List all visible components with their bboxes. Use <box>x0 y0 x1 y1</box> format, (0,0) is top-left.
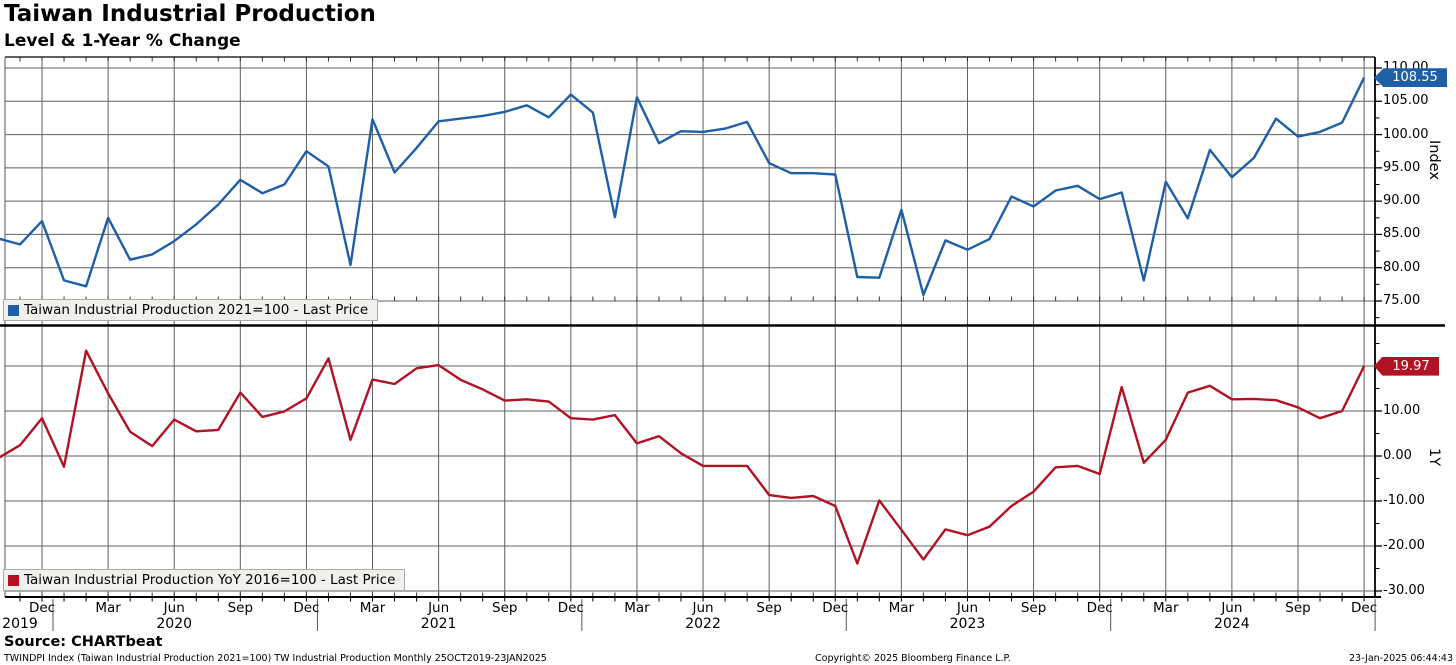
source-label: Source: CHARTbeat <box>4 634 163 650</box>
yoy-series-line <box>0 349 1366 565</box>
x-axis-label: Jun <box>428 600 450 616</box>
x-axis-label: Dec <box>557 600 584 616</box>
page-subtitle: Level & 1-Year % Change <box>4 31 241 51</box>
x-axis-label: Mar <box>624 600 650 616</box>
legend-swatch-red-icon <box>8 574 19 586</box>
legend-swatch-blue-icon <box>8 304 19 316</box>
x-axis-label: Sep <box>1020 600 1047 616</box>
y-axis-label: 95.00 <box>1383 159 1421 175</box>
x-axis-year-label: 2021 <box>420 616 457 632</box>
y-axis-label: 100.00 <box>1383 126 1429 142</box>
y-axis-label: 0.00 <box>1383 448 1412 463</box>
x-axis-label: Mar <box>95 600 121 616</box>
y-axis-label: -20.00 <box>1383 538 1425 553</box>
x-axis-label: Jun <box>692 600 714 616</box>
x-axis-label: Jun <box>163 600 185 616</box>
y-axis-label: 10.00 <box>1383 403 1421 418</box>
x-axis-label: Sep <box>227 600 254 616</box>
legend-index-label: Taiwan Industrial Production 2021=100 - … <box>24 302 369 318</box>
legend-yoy-label: Taiwan Industrial Production YoY 2016=10… <box>24 572 396 588</box>
legend-yoy: Taiwan Industrial Production YoY 2016=10… <box>3 569 406 591</box>
y-axis-label: -10.00 <box>1383 493 1425 508</box>
x-axis-year-label: 2024 <box>1214 616 1250 632</box>
x-axis-label: Dec <box>822 600 849 616</box>
x-axis-label: Jun <box>1221 600 1243 616</box>
x-axis-label: Mar <box>359 600 386 616</box>
y-axis-title-index: Index <box>1426 140 1442 180</box>
x-axis-year-label: 2020 <box>156 616 193 632</box>
x-axis-label: Dec <box>28 600 56 616</box>
last-price-badge-yoy: 19.97 <box>1374 356 1439 376</box>
y-axis-label: 105.00 <box>1383 93 1429 109</box>
x-axis-label: Sep <box>1285 600 1311 616</box>
x-axis-label: Dec <box>293 600 320 616</box>
x-axis-year-label: 2022 <box>685 616 721 632</box>
x-axis-label: Mar <box>888 600 915 616</box>
y-axis-title-1y: 1Y <box>1426 448 1442 467</box>
footer-copyright: Copyright© 2025 Bloomberg Finance L.P. <box>815 653 1011 664</box>
footer-datetime: 23-Jan-2025 06:44:43 <box>1349 653 1453 664</box>
footer-ticker-description: TWINDPI Index (Taiwan Industrial Product… <box>4 653 547 664</box>
x-axis-label: Mar <box>1153 600 1179 616</box>
x-axis-label: Dec <box>1351 600 1378 616</box>
y-axis-label: -30.00 <box>1383 583 1425 598</box>
x-axis-label: Jun <box>956 600 979 616</box>
x-axis-year-label: 2019 <box>2 616 38 632</box>
y-axis-label: 85.00 <box>1383 226 1421 242</box>
x-axis-label: Sep <box>492 600 518 616</box>
legend-index: Taiwan Industrial Production 2021=100 - … <box>3 299 379 321</box>
x-axis-year-label: 2023 <box>949 616 986 632</box>
index-series-line <box>0 77 1366 297</box>
x-axis-label: Dec <box>1086 600 1113 616</box>
y-axis-label: 90.00 <box>1383 193 1421 209</box>
y-axis-label: 75.00 <box>1383 292 1421 308</box>
last-price-badge-index: 108.55 <box>1374 68 1447 88</box>
x-axis-label: Sep <box>756 600 782 616</box>
page-title: Taiwan Industrial Production <box>4 1 376 27</box>
y-axis-label: 80.00 <box>1383 259 1421 275</box>
